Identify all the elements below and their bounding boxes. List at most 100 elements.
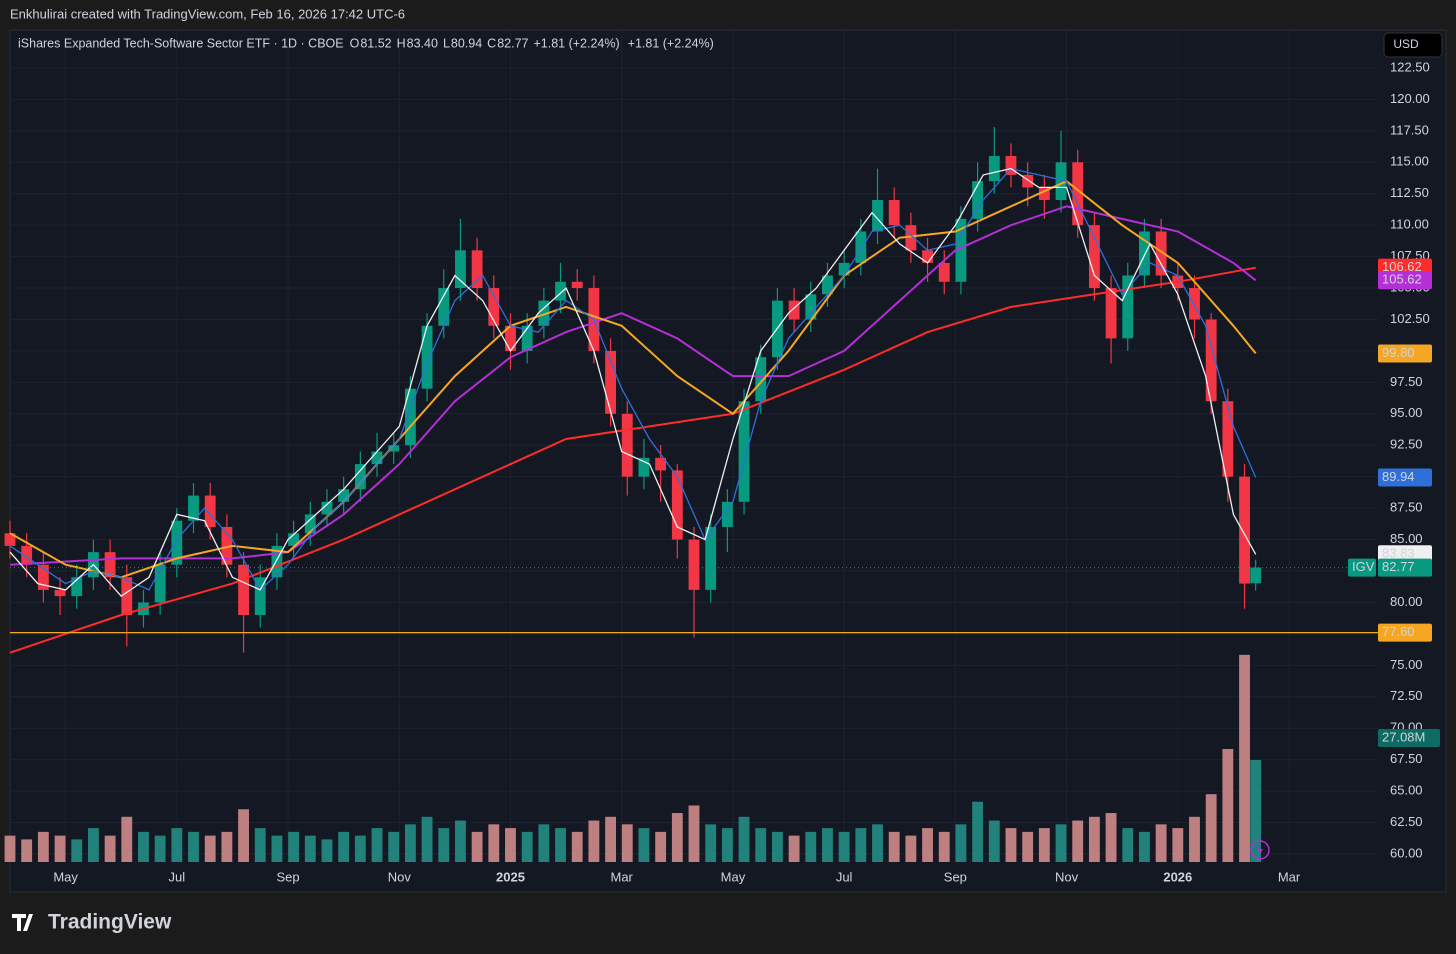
candle-body <box>121 577 133 616</box>
candle-body <box>1155 231 1167 276</box>
candle-body <box>37 564 49 590</box>
ma-line <box>9 266 1256 654</box>
volume-bar <box>404 824 416 862</box>
candle-body <box>288 533 300 546</box>
currency[interactable]: USD <box>1393 37 1419 51</box>
candle-body <box>1072 162 1084 226</box>
y-tick-label: 92.50 <box>1390 437 1423 452</box>
candle-body <box>1038 187 1050 201</box>
candle-body <box>1250 567 1262 584</box>
candle-body <box>721 501 733 527</box>
candle-body <box>404 388 416 446</box>
candle-body <box>872 200 883 232</box>
candle-body <box>838 262 850 276</box>
candle-body <box>254 577 266 616</box>
attribution: Enkhulirai created with TradingView.com,… <box>10 6 405 21</box>
volume-bar <box>955 824 967 862</box>
volume-bar <box>104 835 116 862</box>
ma-badge-bg <box>1378 271 1432 290</box>
alert-icon[interactable] <box>1250 840 1270 860</box>
x-tick-label: Sep <box>944 869 967 884</box>
candle-body <box>371 451 383 465</box>
grid <box>10 30 1378 862</box>
candle-body <box>1139 231 1150 276</box>
legend-value: 81.52 <box>360 36 391 50</box>
volume-bar <box>1172 828 1184 862</box>
volume-bar <box>37 831 49 862</box>
candle-body <box>104 552 116 578</box>
volume-bar <box>988 820 1000 862</box>
ma-line <box>9 167 1257 591</box>
candle-body <box>972 181 984 219</box>
volume-bar <box>121 816 133 862</box>
volume-bar <box>438 828 450 862</box>
volume-bar <box>271 835 283 862</box>
candle-body <box>922 250 933 263</box>
candle-body <box>655 457 667 471</box>
volume-bar <box>4 835 16 862</box>
volume-bar <box>588 820 600 862</box>
candle-body <box>571 281 583 289</box>
ma-badge: 105.62 <box>1382 272 1422 287</box>
candle-body <box>71 577 83 597</box>
legend-value: 80.94 <box>451 36 482 50</box>
overlay <box>10 567 1378 634</box>
volume-bar <box>71 839 83 862</box>
volume-bar <box>321 839 333 862</box>
brand: TradingView <box>48 911 172 934</box>
candle-body <box>438 288 450 326</box>
volume-bar <box>1005 828 1017 862</box>
y-tick-label: 102.50 <box>1390 311 1430 326</box>
legend-key: L <box>443 36 450 50</box>
logo-icon <box>12 914 33 931</box>
y-tick-label: 112.50 <box>1390 185 1429 200</box>
candle-body <box>938 262 950 282</box>
candle-body <box>1088 225 1100 289</box>
ma-line <box>9 205 1257 566</box>
volume-bar <box>1222 749 1234 862</box>
plot <box>4 127 1262 862</box>
y-tick-label: 62.50 <box>1390 814 1423 829</box>
candle-body <box>1189 288 1200 320</box>
legend-title: iShares Expanded Tech-Software Sector ET… <box>18 36 344 50</box>
volume-bar <box>1250 759 1262 862</box>
volume-bar <box>488 824 500 862</box>
volume-bar <box>605 816 617 862</box>
currency-button[interactable] <box>1383 32 1443 58</box>
x-tick-label: May <box>53 869 78 884</box>
alert-bolt <box>1257 844 1263 856</box>
volume-bar <box>421 816 433 862</box>
ma-badge: 99.80 <box>1382 345 1415 360</box>
candle-body <box>671 470 683 540</box>
y-tick-label: 87.50 <box>1390 500 1423 515</box>
volume-bar <box>855 828 867 862</box>
candle-body <box>171 520 183 565</box>
volume-bar <box>455 820 466 862</box>
volume-bar <box>254 828 266 862</box>
candle-body <box>621 413 633 477</box>
y-tick-label: 117.50 <box>1390 122 1429 137</box>
volume-bar <box>471 831 483 862</box>
candle-body <box>304 514 316 534</box>
x-tick-label: Nov <box>388 869 412 884</box>
volume-bar <box>221 831 233 862</box>
candle-body <box>354 464 366 490</box>
candle-body <box>321 501 333 515</box>
y-tick-label: 110.00 <box>1390 217 1429 232</box>
level-badge: 77.60 <box>1382 624 1415 639</box>
legend-key: O <box>350 36 360 50</box>
x-tick-label: Mar <box>1278 869 1301 884</box>
volume-bar <box>1072 820 1084 862</box>
volume-bar <box>1105 813 1117 862</box>
legend-change: +1.81 (+2.24%) <box>628 36 714 50</box>
candle-body <box>238 564 249 616</box>
volume-bar <box>905 835 917 862</box>
candle-body <box>1005 156 1017 175</box>
candle-body <box>154 564 166 603</box>
volume-bar <box>755 828 767 862</box>
candle-body <box>388 445 400 452</box>
symbol-badge: IGV <box>1352 559 1375 574</box>
volume-bar <box>621 824 633 862</box>
volume-bar <box>671 813 683 862</box>
